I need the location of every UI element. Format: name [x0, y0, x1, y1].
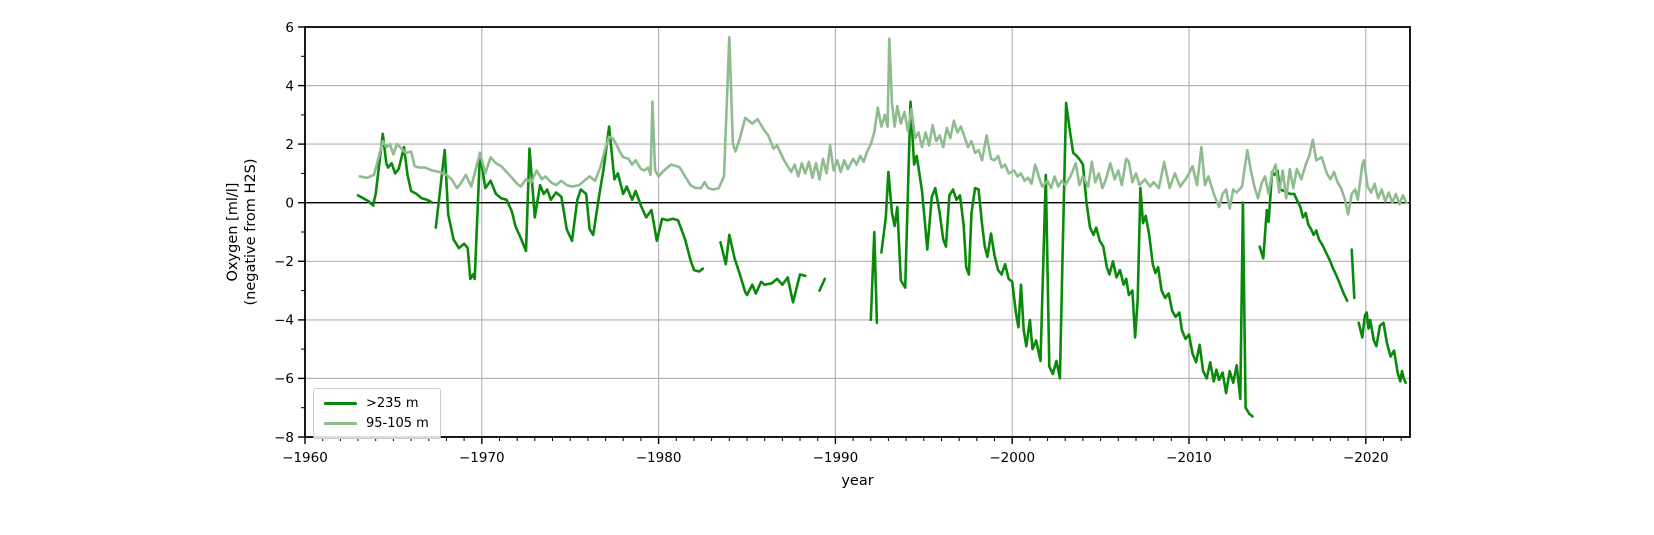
axis-ticks — [298, 26, 1402, 444]
svg-text:2: 2 — [285, 137, 294, 153]
y-axis-label: Oxygen [ml/l] (negative from H2S) — [225, 158, 259, 305]
svg-text:−1970: −1970 — [459, 450, 505, 466]
shallow-series-line-swatch — [324, 421, 357, 426]
legend-item-deep: >235 m — [324, 397, 429, 410]
series-line-deep — [356, 100, 1407, 418]
x-tick-labels: −1960 −1970 −1980 −1990 −2000 −2010 −2020 — [282, 450, 1388, 466]
x-axis-label: year — [841, 473, 873, 489]
svg-text:4: 4 — [285, 78, 294, 94]
legend-item-shallow: 95-105 m — [324, 417, 429, 430]
svg-text:0: 0 — [285, 196, 294, 212]
legend-label-shallow: 95-105 m — [366, 416, 429, 431]
series-line-shallow — [358, 35, 1408, 216]
svg-text:−4: −4 — [274, 313, 294, 329]
svg-text:−1980: −1980 — [636, 450, 682, 466]
legend-label-deep: >235 m — [366, 396, 419, 411]
svg-text:−2010: −2010 — [1166, 450, 1212, 466]
svg-text:−8: −8 — [274, 430, 294, 446]
svg-text:−2020: −2020 — [1343, 450, 1389, 466]
y-tick-labels: 6 4 2 0 −2 −4 −6 −8 — [274, 20, 294, 446]
svg-text:6: 6 — [285, 20, 294, 36]
svg-text:−6: −6 — [274, 371, 294, 387]
svg-text:Oxygen [ml/l]: Oxygen [ml/l] — [225, 183, 241, 282]
svg-text:−2000: −2000 — [989, 450, 1035, 466]
svg-text:−2: −2 — [274, 254, 294, 270]
deep-series-line-swatch — [324, 401, 357, 406]
svg-text:(negative from H2S): (negative from H2S) — [243, 158, 259, 305]
svg-text:−1990: −1990 — [813, 450, 859, 466]
legend: >235 m 95-105 m — [313, 388, 441, 439]
svg-text:−1960: −1960 — [282, 450, 328, 466]
